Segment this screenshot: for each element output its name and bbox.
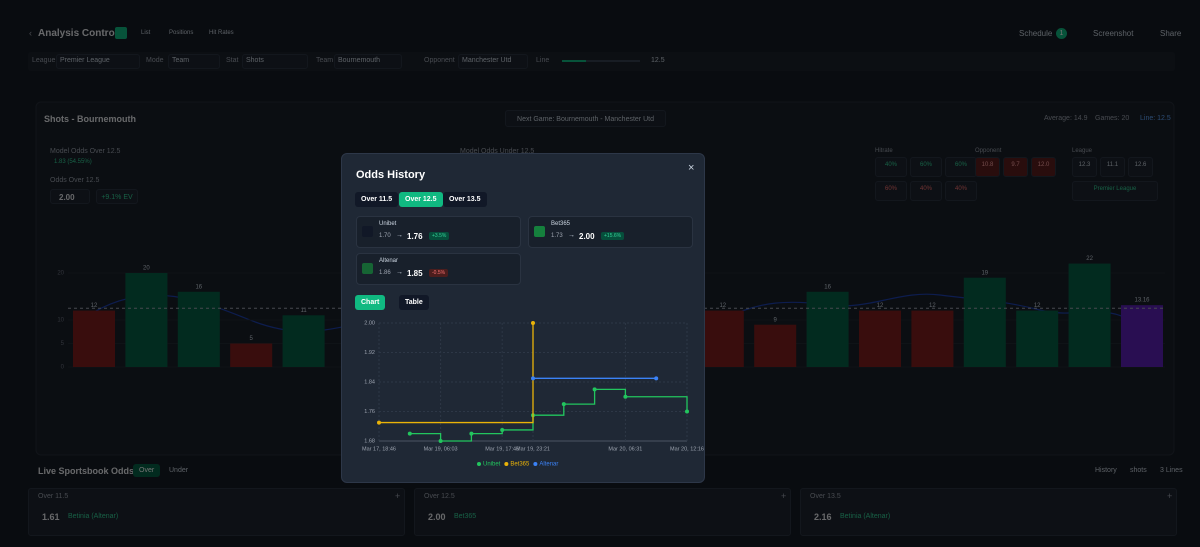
- x-tick-label: Mar 19, 23:21: [516, 446, 550, 452]
- bookmaker-name: Unibet: [379, 221, 397, 227]
- odds-to: 1.76: [407, 232, 423, 241]
- data-point: [438, 439, 443, 443]
- y-tick-label: 2.00: [364, 320, 375, 326]
- series-line: [409, 388, 688, 442]
- x-tick-label: Mar 19, 17:46: [485, 446, 519, 452]
- line-tab[interactable]: Over 13.5: [443, 192, 487, 207]
- y-tick-label: 1.68: [364, 438, 375, 444]
- legend-swatch: [533, 462, 538, 466]
- legend-label: Unibet: [483, 462, 501, 468]
- data-point: [500, 427, 505, 432]
- data-point: [685, 409, 689, 414]
- bookmaker-icon: [534, 226, 545, 237]
- data-point: [531, 321, 535, 325]
- arrow: →: [568, 232, 575, 239]
- arrow: →: [396, 232, 403, 239]
- y-tick-label: 1.84: [364, 379, 375, 385]
- data-point: [469, 431, 474, 436]
- series-line: [379, 323, 534, 424]
- data-point: [531, 376, 535, 381]
- data-point: [623, 394, 628, 399]
- odds-from: 1.73: [551, 233, 563, 239]
- odds-change: +15.6%: [601, 232, 625, 240]
- legend-label: Altenar: [539, 462, 558, 468]
- arrow: →: [396, 269, 403, 276]
- x-tick-label: Mar 19, 06:03: [424, 446, 458, 452]
- modal-title: Odds History: [356, 169, 426, 181]
- legend-swatch: [504, 462, 509, 466]
- x-tick-label: Mar 17, 18:46: [362, 446, 396, 452]
- y-tick-label: 1.92: [364, 350, 375, 356]
- data-point: [592, 387, 597, 392]
- x-tick-label: Mar 20, 12:16: [670, 446, 704, 452]
- bookmaker-icon: [362, 226, 373, 237]
- legend-swatch: [477, 462, 481, 466]
- data-point: [407, 431, 412, 436]
- view-toggle[interactable]: Table: [399, 295, 429, 310]
- data-point: [561, 402, 566, 407]
- odds-from: 1.86: [379, 270, 391, 276]
- y-tick-label: 1.76: [364, 409, 375, 415]
- bookmaker-icon: [362, 263, 373, 274]
- odds-from: 1.70: [379, 233, 391, 239]
- x-tick-label: Mar 20, 06:31: [608, 446, 642, 452]
- odds-change: +3.5%: [429, 232, 450, 240]
- odds-chart: 1.68 1.76 1.84 1.92 2.00 Mar 17, 18:46 Mar 19,…: [362, 320, 704, 468]
- odds-history-modal: Odds History × 1.68 1.76 1.84 1.92 2.00 Mar 1…: [341, 153, 705, 483]
- bookmaker-name: Altenar: [379, 258, 399, 264]
- data-point: [377, 420, 381, 425]
- view-toggle[interactable]: Chart: [355, 295, 386, 310]
- line-tab[interactable]: Over 11.5: [355, 192, 399, 207]
- line-tab[interactable]: Over 12.5: [399, 192, 443, 207]
- legend-label: Bet365: [510, 462, 530, 468]
- bookmaker-name: Bet365: [551, 221, 571, 227]
- close-button[interactable]: ×: [688, 162, 695, 174]
- data-point: [654, 376, 659, 381]
- odds-to: 2.00: [579, 232, 595, 241]
- odds-to: 1.85: [407, 269, 423, 278]
- odds-change: -0.5%: [429, 269, 449, 277]
